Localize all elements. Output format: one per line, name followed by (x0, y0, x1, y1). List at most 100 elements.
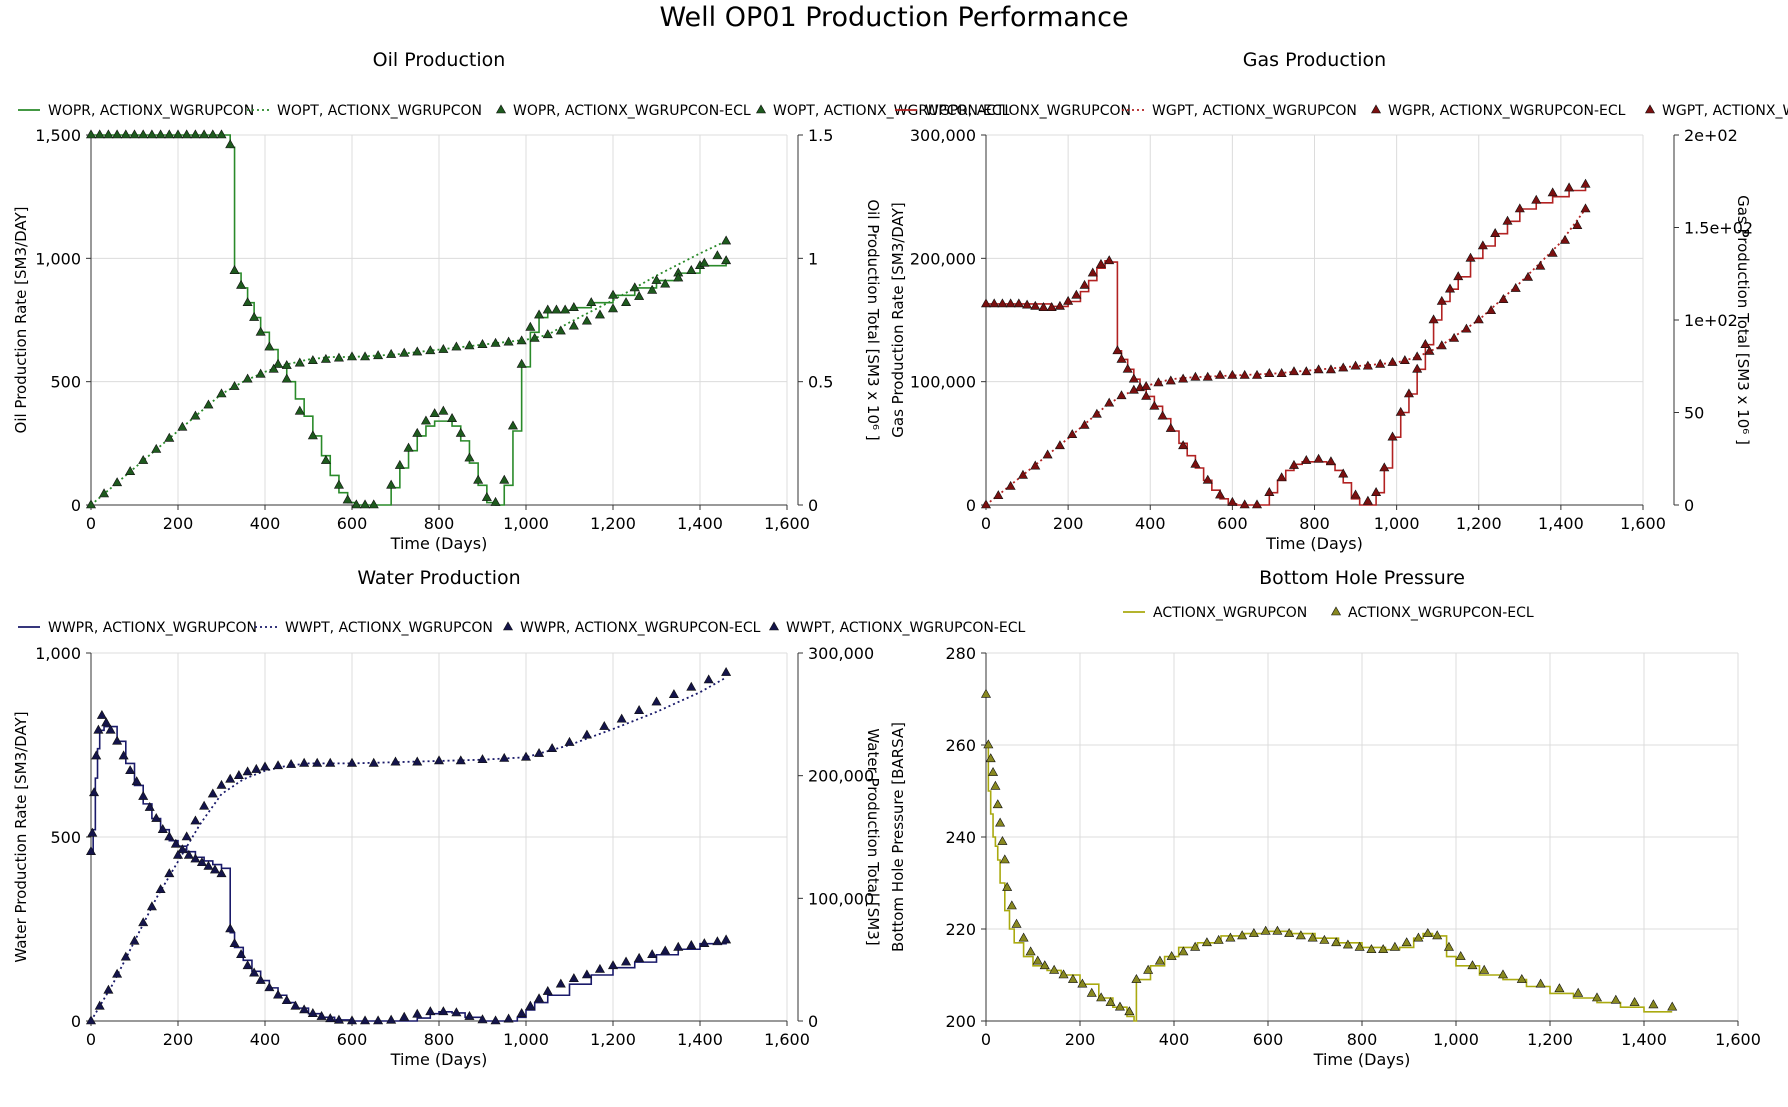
data-point-marker (290, 1000, 301, 1010)
data-point-marker (429, 408, 440, 418)
data-point-marker (999, 854, 1010, 864)
data-point-marker (342, 494, 353, 504)
x-tick-label: 1,000 (1433, 1030, 1479, 1049)
data-point-marker (712, 250, 723, 260)
data-point-marker (1497, 969, 1509, 979)
x-tick-label: 1,200 (1527, 1030, 1573, 1049)
data-point-marker (89, 787, 100, 797)
data-point-marker (1378, 944, 1389, 953)
data-point-marker (989, 298, 1000, 308)
data-point-marker (647, 949, 658, 959)
data-point-marker (1559, 234, 1570, 244)
data-point-marker (112, 735, 123, 745)
legend-label: WGPT, ACTIONX_WGRUPCON (1152, 103, 1357, 119)
data-point-marker (1143, 964, 1154, 974)
data-point-marker (1547, 247, 1558, 257)
data-point-marker (607, 303, 619, 313)
data-point-marker (299, 757, 310, 767)
data-point-marker (673, 272, 684, 282)
y2-axis-label: Oil Production Total [SM3 x 10⁶ ] (864, 199, 882, 440)
data-point-marker (1030, 460, 1041, 470)
y2-tick-label: 0 (1684, 496, 1694, 515)
data-point-marker (651, 696, 662, 706)
y2-tick-label: 1.5 (808, 126, 833, 145)
data-point-marker (686, 939, 697, 949)
data-point-marker (985, 753, 996, 763)
data-point-marker (477, 754, 488, 764)
data-point-marker (516, 335, 527, 345)
data-point-marker (542, 304, 553, 314)
x-tick-label: 400 (1135, 514, 1166, 533)
data-point-marker (481, 491, 492, 501)
data-point-marker (373, 350, 384, 360)
x-tick-label: 400 (250, 514, 281, 533)
legend-label: WGPR, ACTIONX_WGRUPCON (925, 103, 1131, 119)
legend-label: WOPR, ACTIONX_WGRUPCON-ECL (513, 103, 751, 119)
data-point-marker (1011, 918, 1022, 928)
data-point-marker (242, 766, 253, 776)
data-point-marker (333, 352, 344, 362)
y-tick-label: 1,000 (35, 644, 81, 663)
legend-marker (1330, 606, 1342, 616)
data-point-marker (1342, 939, 1353, 949)
data-point-marker (1032, 955, 1043, 965)
data-point-marker (1202, 371, 1213, 381)
data-point-marker (103, 129, 114, 139)
data-point-marker (96, 709, 107, 719)
data-point-marker (712, 936, 723, 946)
x-tick-label: 400 (1159, 1030, 1190, 1049)
data-point-marker (660, 278, 671, 288)
data-point-marker (1166, 950, 1177, 960)
data-point-marker (281, 995, 292, 1005)
x-tick-label: 0 (86, 1030, 96, 1049)
data-point-marker (1141, 390, 1152, 400)
data-point-marker (229, 380, 240, 390)
y2-axis-label: Water Production Total [SM3] (864, 728, 882, 945)
data-point-marker (1510, 282, 1521, 292)
data-point-marker (1104, 397, 1115, 407)
legend-label: WWPT, ACTIONX_WGRUPCON (285, 620, 493, 636)
data-point-marker (333, 1014, 344, 1024)
data-point-marker (1288, 366, 1299, 376)
data-point-marker (1535, 260, 1546, 270)
data-point-marker (1591, 992, 1603, 1002)
data-point-marker (157, 824, 168, 833)
x-tick-label: 0 (981, 1030, 991, 1049)
data-point-marker (1375, 358, 1386, 368)
data-point-marker (1128, 384, 1139, 394)
data-point-marker (1058, 969, 1069, 979)
legend-marker (502, 621, 514, 631)
data-point-marker (1067, 973, 1078, 983)
data-point-marker (1042, 449, 1053, 459)
data-point-marker (118, 750, 129, 760)
data-point-marker (299, 1004, 310, 1014)
data-point-marker (225, 923, 236, 933)
data-point-marker (312, 757, 323, 767)
data-point-marker (1422, 927, 1433, 937)
data-point-marker (1225, 932, 1236, 942)
legend-marker (1370, 104, 1382, 114)
data-point-marker (1395, 406, 1406, 416)
data-point-marker (1523, 271, 1534, 281)
data-point-marker (360, 351, 371, 361)
data-point-marker (1112, 345, 1123, 355)
data-point-marker (1428, 314, 1439, 324)
data-point-marker (172, 129, 184, 139)
x-tick-label: 800 (1347, 1030, 1378, 1049)
data-point-marker (516, 1008, 527, 1017)
data-point-marker (1087, 267, 1098, 277)
data-point-marker (368, 499, 379, 509)
data-point-marker (490, 337, 501, 347)
data-point-marker (634, 952, 645, 962)
data-point-marker (216, 129, 227, 139)
x-tick-label: 1,600 (764, 1030, 810, 1049)
data-point-marker (503, 1013, 514, 1023)
legend-marker (495, 104, 507, 114)
data-point-marker (225, 139, 236, 149)
data-point-marker (1264, 487, 1275, 496)
data-point-marker (1354, 941, 1365, 951)
legend-marker (755, 104, 767, 114)
data-point-marker (647, 284, 658, 294)
y2-tick-label: 0.5 (808, 373, 833, 392)
